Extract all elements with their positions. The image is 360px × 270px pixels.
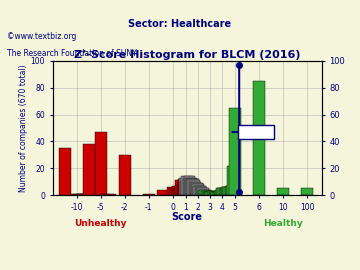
Bar — [179, 178, 190, 195]
Bar — [83, 144, 95, 195]
Bar — [171, 187, 182, 195]
Bar — [227, 166, 239, 195]
Bar — [214, 191, 225, 195]
Bar — [301, 188, 313, 195]
Bar — [209, 193, 221, 195]
Bar — [190, 182, 201, 195]
Bar — [71, 194, 82, 195]
Bar — [95, 132, 107, 195]
Bar — [174, 186, 186, 195]
Bar — [202, 191, 213, 195]
Bar — [177, 184, 188, 195]
Bar — [221, 187, 233, 195]
Bar — [100, 194, 111, 195]
Bar — [186, 179, 198, 195]
Bar — [199, 190, 211, 195]
Text: ©www.textbiz.org: ©www.textbiz.org — [7, 32, 77, 41]
Text: The Research Foundation of SUNY: The Research Foundation of SUNY — [7, 49, 137, 58]
Bar — [180, 182, 192, 195]
Bar — [192, 184, 204, 195]
Bar — [143, 194, 154, 195]
Bar — [219, 188, 230, 195]
Bar — [201, 191, 212, 195]
Bar — [213, 193, 224, 195]
Bar — [183, 179, 194, 195]
Bar — [208, 191, 219, 195]
Bar — [229, 108, 241, 195]
Bar — [193, 186, 205, 195]
Bar — [198, 190, 210, 195]
Bar — [226, 186, 237, 195]
Bar — [203, 193, 215, 195]
Bar — [196, 187, 207, 195]
Bar — [224, 187, 235, 195]
Bar — [207, 191, 218, 195]
Bar — [197, 188, 208, 195]
Bar — [189, 180, 200, 195]
Bar — [215, 190, 226, 195]
Bar — [210, 193, 222, 195]
Bar — [185, 178, 197, 195]
Bar — [167, 187, 179, 195]
Title: Z’-Score Histogram for BLCM (2016): Z’-Score Histogram for BLCM (2016) — [74, 50, 301, 60]
Text: 5.1657: 5.1657 — [240, 127, 272, 137]
Bar — [173, 188, 185, 195]
Bar — [225, 186, 236, 195]
Text: Sector: Healthcare: Sector: Healthcare — [129, 19, 231, 29]
Bar — [178, 179, 189, 195]
Bar — [119, 155, 131, 195]
X-axis label: Score: Score — [172, 212, 203, 222]
Bar — [253, 81, 265, 195]
Bar — [188, 179, 199, 195]
Bar — [211, 193, 223, 195]
Bar — [222, 187, 234, 195]
Bar — [216, 188, 228, 195]
Bar — [191, 183, 203, 195]
Bar — [175, 180, 187, 195]
Bar — [195, 186, 206, 195]
Bar — [204, 193, 216, 195]
Bar — [59, 148, 71, 195]
Bar — [105, 194, 116, 195]
Text: Unhealthy: Unhealthy — [75, 219, 127, 228]
Y-axis label: Number of companies (670 total): Number of companies (670 total) — [19, 64, 28, 192]
Bar — [73, 194, 85, 195]
Bar — [78, 194, 90, 195]
Bar — [206, 193, 217, 195]
Bar — [220, 188, 231, 195]
Bar — [157, 190, 169, 195]
Bar — [217, 188, 229, 195]
Bar — [181, 176, 193, 195]
Bar — [76, 194, 87, 195]
Text: Healthy: Healthy — [263, 219, 303, 228]
Bar — [278, 188, 289, 195]
Bar — [184, 176, 195, 195]
Bar — [172, 186, 183, 195]
Bar — [170, 188, 181, 195]
